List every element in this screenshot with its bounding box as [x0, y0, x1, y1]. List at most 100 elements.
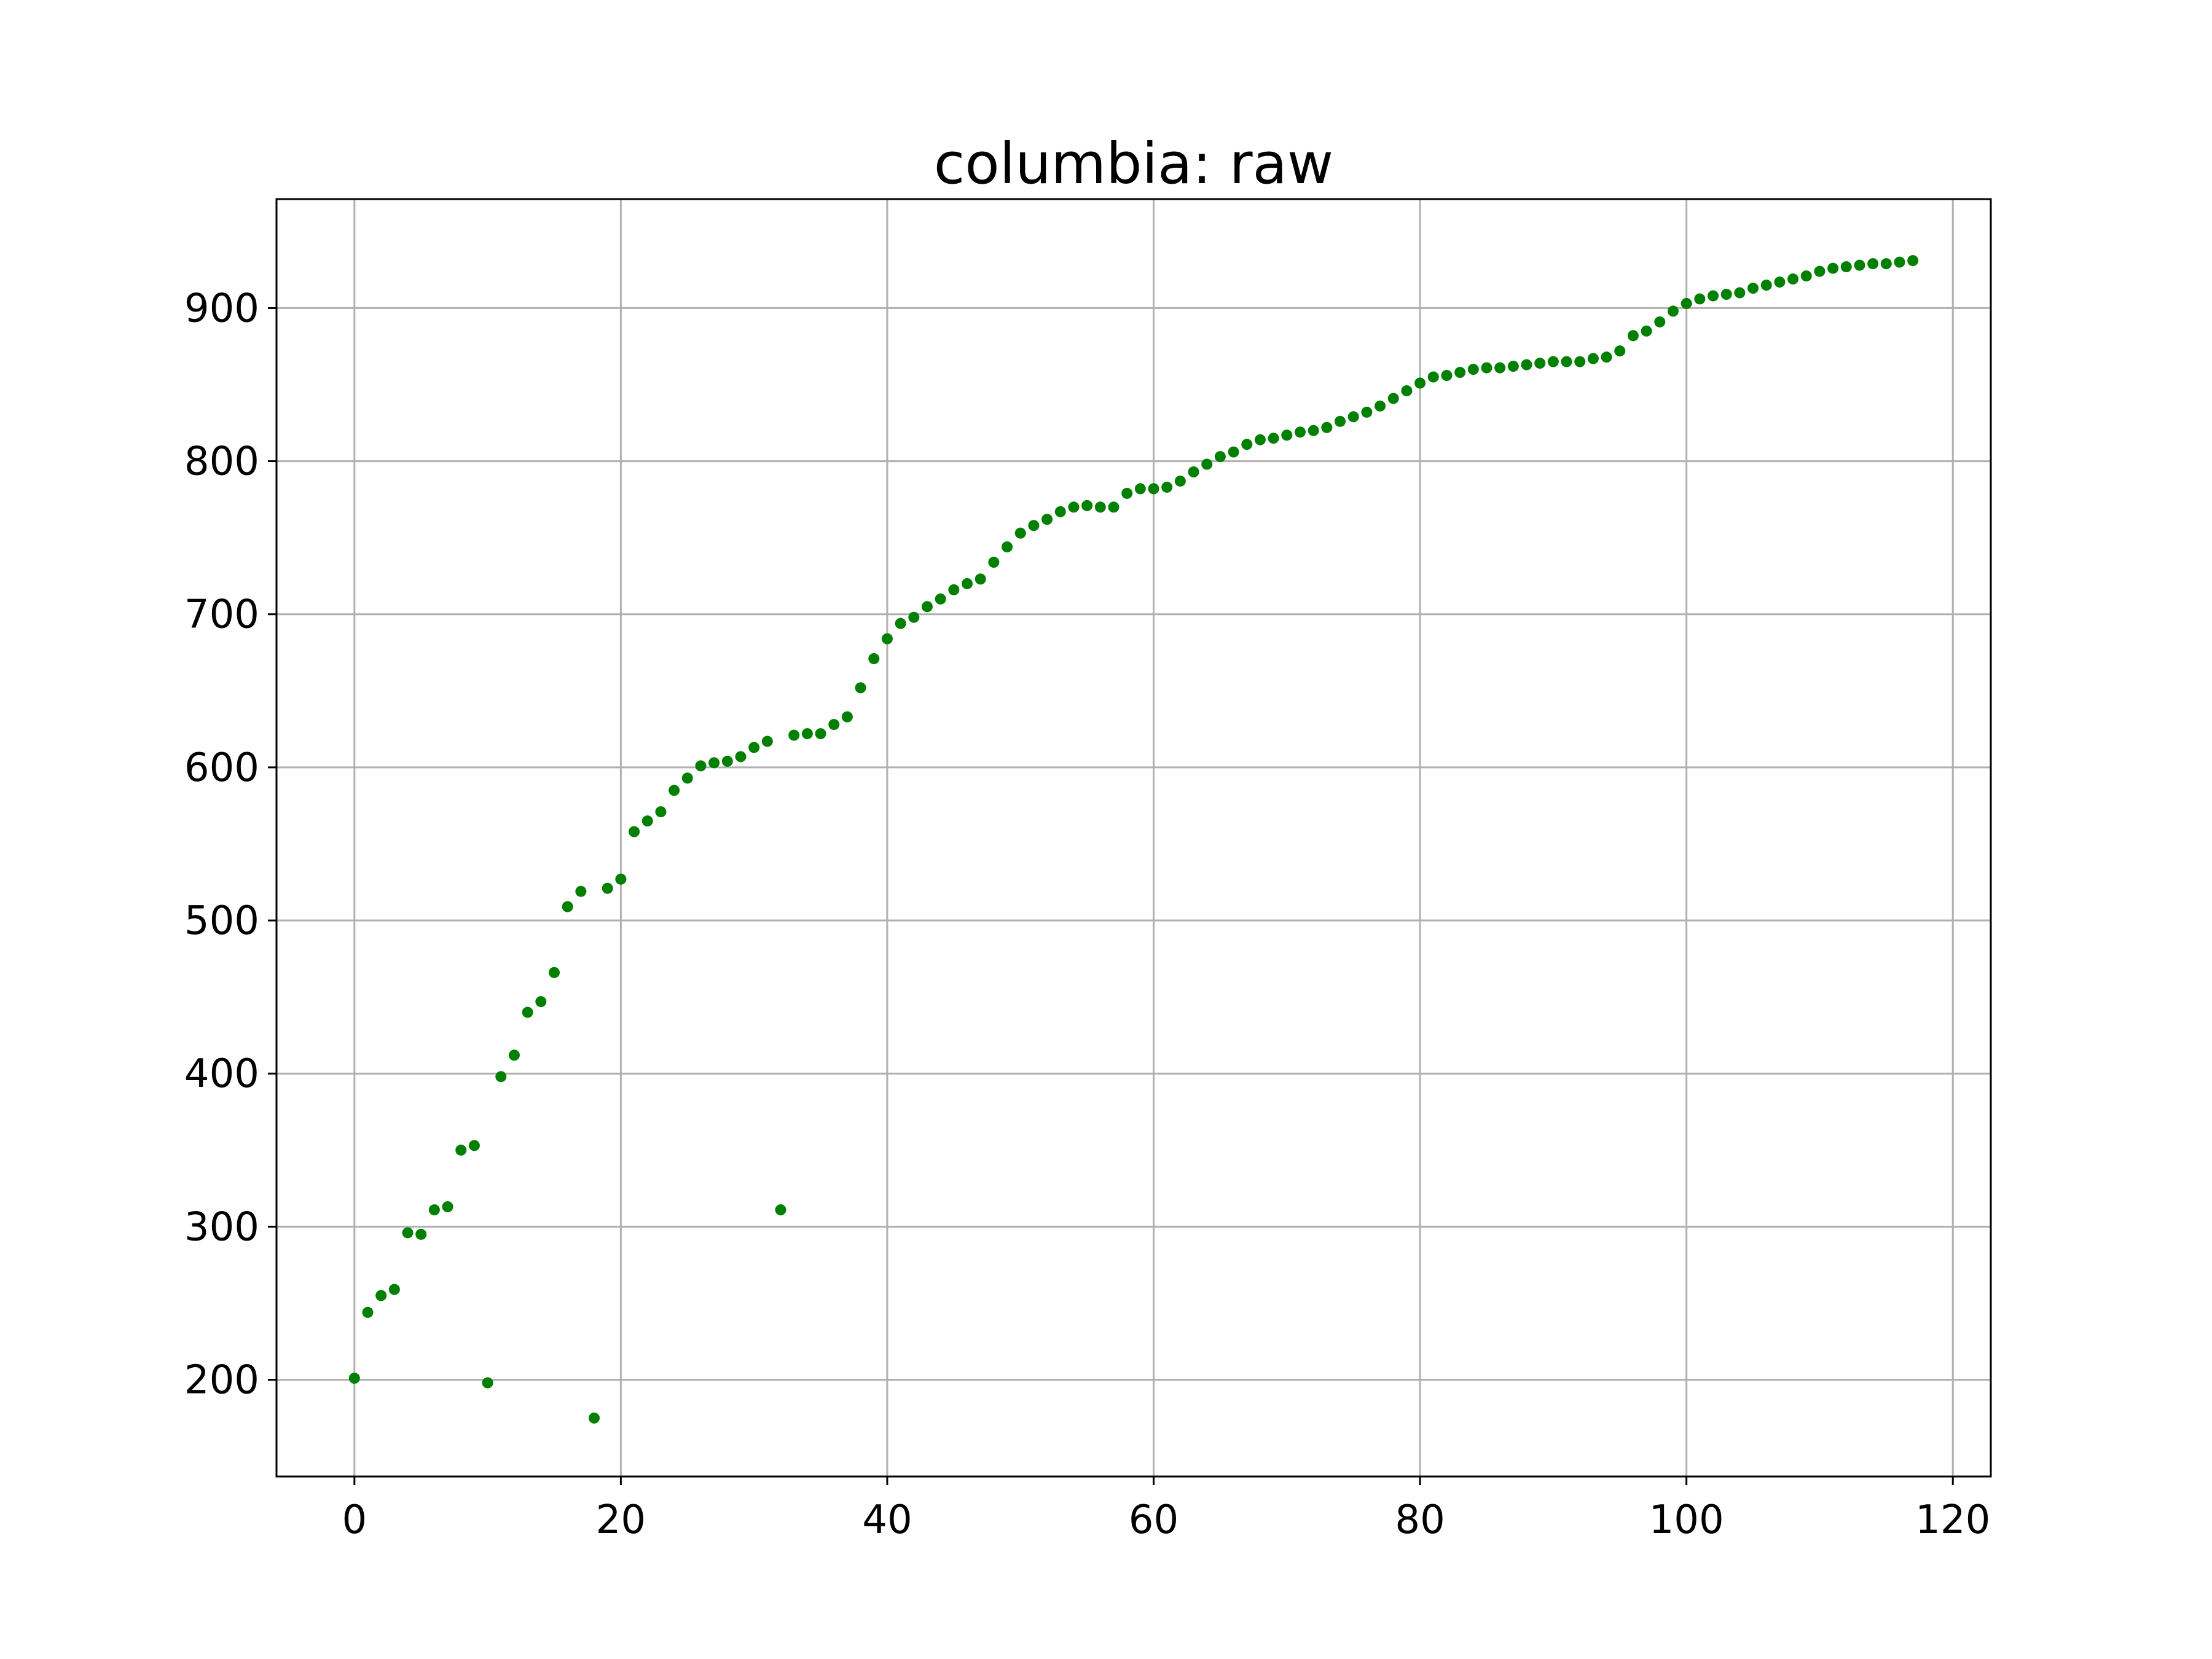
data-point: [589, 1412, 600, 1424]
data-point: [1720, 288, 1732, 300]
data-point: [1574, 356, 1586, 367]
data-point: [1335, 415, 1346, 427]
y-tick-label: 300: [184, 1204, 259, 1250]
data-point: [641, 815, 653, 827]
data-point: [629, 826, 640, 837]
data-point: [988, 557, 1000, 568]
data-point: [1800, 270, 1812, 282]
data-point: [415, 1228, 427, 1240]
data-point: [428, 1204, 440, 1215]
data-point: [455, 1144, 467, 1156]
x-axis-tick-labels: 0 20 40 60 80 100 120: [342, 1497, 1990, 1543]
data-point: [1787, 273, 1799, 285]
data-point: [1188, 466, 1199, 478]
data-point: [775, 1204, 786, 1215]
data-point: [1148, 483, 1159, 495]
data-point: [602, 882, 613, 894]
data-point: [695, 760, 707, 772]
data-point: [1708, 290, 1719, 302]
data-point: [1081, 500, 1093, 511]
data-point: [1375, 400, 1386, 412]
data-point: [1041, 514, 1053, 525]
data-point: [1840, 261, 1852, 273]
data-point: [1361, 406, 1373, 418]
data-point: [362, 1306, 374, 1318]
data-point: [402, 1227, 414, 1239]
data-point: [388, 1284, 400, 1295]
data-point: [1201, 458, 1213, 470]
data-point: [1281, 429, 1293, 441]
y-tick-label: 800: [184, 439, 259, 485]
data-point: [1867, 258, 1879, 270]
x-tick-label: 20: [596, 1497, 646, 1543]
y-tick-label: 400: [184, 1051, 259, 1097]
data-point: [935, 593, 946, 605]
data-point: [1214, 451, 1226, 463]
data-point: [1014, 527, 1026, 539]
data-point: [1454, 367, 1466, 378]
data-point: [748, 742, 760, 753]
data-point: [1827, 262, 1839, 274]
data-point: [1387, 393, 1399, 404]
y-tick-label: 200: [184, 1358, 259, 1403]
data-point: [535, 996, 547, 1008]
chart-title: columbia: raw: [934, 131, 1333, 197]
x-tick-label: 80: [1395, 1497, 1445, 1543]
y-axis-tick-labels: 200 300 400 500 600 700 800 900: [184, 286, 259, 1403]
data-point: [895, 618, 906, 629]
data-point: [1854, 259, 1865, 271]
data-point: [1814, 265, 1826, 277]
data-point: [1534, 358, 1546, 369]
data-point: [1601, 351, 1612, 363]
data-point: [962, 578, 973, 589]
data-point: [1308, 425, 1319, 436]
grid-lines: [276, 199, 1991, 1477]
data-point: [482, 1377, 493, 1389]
data-point: [1028, 520, 1040, 531]
x-tick-label: 100: [1649, 1497, 1724, 1543]
data-point: [375, 1290, 387, 1301]
data-point: [1441, 370, 1453, 382]
data-point: [1521, 359, 1532, 371]
data-point: [548, 967, 560, 978]
data-point: [1068, 501, 1080, 513]
data-point: [669, 785, 680, 796]
data-point: [841, 711, 853, 723]
data-point: [921, 601, 933, 613]
y-tick-label: 900: [184, 286, 259, 331]
data-point: [1481, 362, 1492, 374]
data-point: [1161, 481, 1173, 493]
data-point: [1427, 371, 1439, 383]
data-point: [1254, 434, 1266, 445]
data-point: [1774, 276, 1786, 288]
data-point: [1241, 439, 1253, 450]
data-point: [1268, 433, 1279, 444]
data-point: [575, 885, 587, 897]
data-point: [1880, 258, 1892, 270]
data-point: [522, 1006, 533, 1018]
data-point: [1494, 362, 1506, 374]
data-point: [1108, 501, 1120, 513]
data-point: [1401, 385, 1413, 396]
data-point: [1907, 255, 1919, 267]
data-point: [1121, 487, 1133, 499]
data-point: [1667, 305, 1679, 317]
data-point: [761, 735, 773, 747]
data-point: [1654, 316, 1666, 327]
data-point: [1094, 501, 1106, 513]
data-point: [681, 772, 693, 784]
data-point: [468, 1140, 480, 1151]
data-point: [948, 584, 960, 595]
y-tick-label: 500: [184, 898, 259, 944]
data-point: [1414, 377, 1426, 389]
data-point: [855, 682, 866, 694]
x-tick-label: 40: [862, 1497, 912, 1543]
data-point: [655, 806, 667, 818]
data-point: [1681, 297, 1692, 309]
y-tick-label: 700: [184, 592, 259, 638]
data-point: [828, 719, 840, 731]
data-point: [1747, 283, 1759, 294]
data-point: [1467, 364, 1479, 375]
data-point: [1760, 280, 1772, 291]
